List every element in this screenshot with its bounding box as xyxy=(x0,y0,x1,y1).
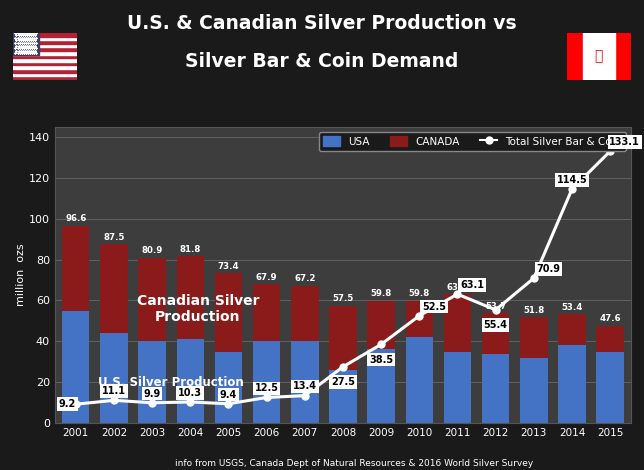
Bar xyxy=(558,345,585,423)
Bar xyxy=(13,76,77,80)
Bar xyxy=(596,326,624,352)
Bar xyxy=(214,273,242,352)
Bar xyxy=(62,311,90,423)
Bar xyxy=(100,333,128,423)
Bar xyxy=(176,339,204,423)
Bar xyxy=(176,256,204,339)
Text: U.S. Silver Production: U.S. Silver Production xyxy=(99,376,244,389)
Bar xyxy=(406,301,433,337)
Text: 59.8: 59.8 xyxy=(370,290,392,298)
Bar xyxy=(13,55,77,58)
Bar xyxy=(13,33,77,37)
Text: 52.5: 52.5 xyxy=(422,302,446,312)
Bar xyxy=(558,314,585,345)
Text: 70.9: 70.9 xyxy=(536,264,560,274)
Bar xyxy=(13,73,77,76)
Text: 47.6: 47.6 xyxy=(600,314,621,323)
Bar xyxy=(596,352,624,423)
Bar xyxy=(253,284,280,341)
Text: 9.9: 9.9 xyxy=(144,389,161,399)
Y-axis label: million  ozs: million ozs xyxy=(16,243,26,306)
Bar xyxy=(13,62,77,65)
Bar xyxy=(291,286,319,341)
Bar xyxy=(482,313,509,353)
Bar xyxy=(138,341,166,423)
Bar xyxy=(138,258,166,341)
Text: 10.3: 10.3 xyxy=(178,388,202,398)
Text: 27.5: 27.5 xyxy=(331,377,355,387)
Text: Silver Bar & Coin Demand: Silver Bar & Coin Demand xyxy=(185,52,459,70)
Text: 11.1: 11.1 xyxy=(102,386,126,396)
Text: 13.4: 13.4 xyxy=(293,382,317,392)
Bar xyxy=(520,317,547,358)
Text: 12.5: 12.5 xyxy=(254,383,279,393)
Text: Canadian Silver
Production: Canadian Silver Production xyxy=(137,294,259,324)
Text: 38.5: 38.5 xyxy=(369,355,393,365)
Text: info from USGS, Canada Dept of Natural Resources & 2016 World Silver Survey: info from USGS, Canada Dept of Natural R… xyxy=(175,459,533,468)
Text: 63.1: 63.1 xyxy=(447,282,468,292)
Text: 67.2: 67.2 xyxy=(294,274,316,283)
Bar xyxy=(13,44,77,47)
Bar xyxy=(13,69,77,73)
Bar xyxy=(13,37,77,40)
Text: 96.6: 96.6 xyxy=(65,214,86,223)
Text: 51.8: 51.8 xyxy=(523,306,544,315)
Bar xyxy=(13,65,77,69)
Text: 53.7: 53.7 xyxy=(485,302,506,311)
Text: 9.2: 9.2 xyxy=(59,399,76,409)
Bar xyxy=(291,341,319,423)
Bar xyxy=(13,40,77,44)
Text: 80.9: 80.9 xyxy=(142,246,163,255)
Text: 67.9: 67.9 xyxy=(256,273,278,282)
Bar xyxy=(567,33,583,80)
Bar xyxy=(444,294,471,352)
Legend: USA, CANADA, Total Silver Bar & Coin: USA, CANADA, Total Silver Bar & Coin xyxy=(319,132,626,151)
Bar xyxy=(253,341,280,423)
Text: 73.4: 73.4 xyxy=(218,262,239,271)
Bar xyxy=(100,244,128,333)
Text: 81.8: 81.8 xyxy=(180,244,201,253)
Bar xyxy=(13,33,39,55)
Bar xyxy=(13,58,77,62)
Bar xyxy=(214,352,242,423)
Text: 57.5: 57.5 xyxy=(332,294,354,303)
Text: U.S. & Canadian Silver Production vs: U.S. & Canadian Silver Production vs xyxy=(127,14,517,33)
Bar xyxy=(444,352,471,423)
Bar xyxy=(13,47,77,51)
Text: 63.1: 63.1 xyxy=(460,280,484,290)
Bar xyxy=(367,350,395,423)
Text: 87.5: 87.5 xyxy=(103,233,124,242)
Bar xyxy=(615,33,631,80)
Text: 9.4: 9.4 xyxy=(220,390,237,400)
Text: 114.5: 114.5 xyxy=(556,175,587,185)
Bar xyxy=(13,51,77,55)
Bar xyxy=(406,337,433,423)
Bar xyxy=(62,226,90,311)
Bar xyxy=(329,370,357,423)
Bar xyxy=(329,306,357,370)
Bar xyxy=(482,353,509,423)
Text: 59.8: 59.8 xyxy=(409,290,430,298)
Text: 55.4: 55.4 xyxy=(484,320,507,330)
Text: 🍁: 🍁 xyxy=(594,49,603,63)
Bar xyxy=(367,301,395,350)
Text: 53.4: 53.4 xyxy=(562,303,583,312)
Bar xyxy=(583,33,615,80)
Text: 133.1: 133.1 xyxy=(609,137,640,147)
Bar xyxy=(520,358,547,423)
